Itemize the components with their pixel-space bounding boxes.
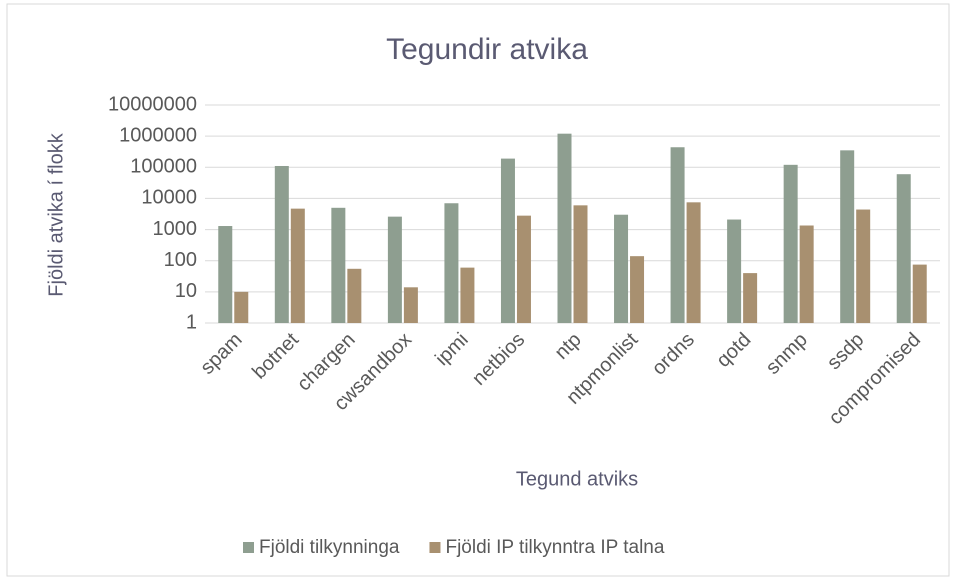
y-axis-title: Fjöldi atvika í flokk bbox=[45, 132, 67, 296]
bar bbox=[840, 150, 855, 323]
bar bbox=[727, 219, 742, 323]
bar bbox=[331, 207, 346, 323]
bar bbox=[290, 208, 305, 323]
y-tick-label: 1000 bbox=[153, 218, 198, 240]
bar bbox=[743, 273, 758, 323]
bar bbox=[783, 164, 798, 323]
bar bbox=[614, 214, 629, 323]
bar bbox=[896, 174, 911, 323]
y-tick-label: 1000000 bbox=[119, 124, 197, 146]
bar bbox=[234, 291, 249, 323]
bar bbox=[686, 202, 701, 323]
x-axis-title: Tegund atviks bbox=[516, 468, 638, 490]
bar bbox=[444, 203, 459, 323]
chart-title: Tegundir atvika bbox=[386, 33, 588, 66]
bar bbox=[799, 225, 814, 323]
bar bbox=[670, 147, 685, 323]
y-tick-label: 100000 bbox=[130, 156, 197, 178]
bar bbox=[557, 133, 572, 323]
legend-label: Fjöldi IP tilkynntra IP talna bbox=[445, 537, 664, 558]
legend-label: Fjöldi tilkynninga bbox=[259, 537, 400, 558]
y-tick-label: 10000000 bbox=[108, 93, 197, 115]
y-tick-label: 1 bbox=[186, 311, 197, 333]
bar bbox=[274, 165, 289, 323]
bar bbox=[218, 226, 233, 323]
bar bbox=[516, 215, 531, 323]
bar bbox=[460, 267, 475, 323]
y-tick-label: 10000 bbox=[141, 187, 197, 209]
bar bbox=[573, 205, 588, 323]
legend-swatch bbox=[243, 542, 254, 553]
bar bbox=[630, 256, 645, 323]
bar bbox=[347, 268, 362, 323]
bar bbox=[403, 287, 418, 323]
y-tick-label: 100 bbox=[164, 249, 197, 271]
bar bbox=[912, 264, 927, 323]
bar bbox=[500, 158, 515, 323]
y-tick-label: 10 bbox=[175, 280, 197, 302]
bar bbox=[856, 209, 871, 323]
legend-swatch bbox=[429, 542, 441, 553]
bar bbox=[387, 216, 402, 323]
